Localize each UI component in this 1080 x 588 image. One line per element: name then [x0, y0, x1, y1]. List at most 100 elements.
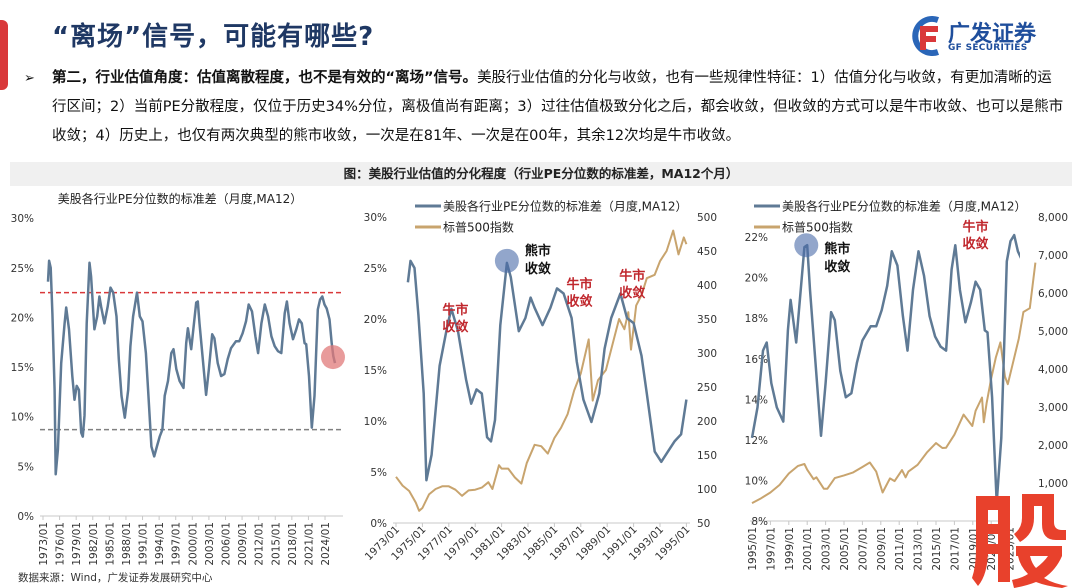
x-tick-label: 1973/01: [38, 522, 50, 566]
y2-tick-label: 350: [697, 314, 717, 326]
y-tick-label: 10%: [364, 416, 387, 428]
x-tick-label: 2009/01: [876, 527, 888, 571]
x-tick-label: 2007/01: [857, 527, 869, 571]
y2-tick-label: 250: [697, 382, 717, 394]
x-tick-label: 2003/01: [821, 527, 833, 571]
bull-label: 牛市: [566, 276, 592, 292]
y2-tick-label: 100: [697, 484, 717, 496]
y-tick-label: 8%: [751, 516, 768, 528]
bull-label: 牛市: [963, 219, 989, 235]
y-tick-label: 30%: [364, 212, 387, 224]
x-tick-label: 2001/01: [802, 527, 814, 571]
y-tick-label: 12%: [745, 435, 768, 447]
legend-label: 美股各行业PE分位数的标准差（月度,MA12）: [782, 199, 1026, 214]
x-tick-label: 1997/01: [765, 527, 777, 571]
chart-2: 1973/011975/011977/011979/011981/011983/…: [363, 199, 717, 563]
x-tick-label: 2003/01: [204, 522, 216, 566]
slide-edge-tab: [0, 20, 8, 90]
x-tick-label: 1999/01: [784, 527, 796, 571]
logo-text-en: GF SECURITIES: [948, 43, 1028, 53]
bull-label: 收敛: [566, 293, 592, 309]
bear-label: 熊市: [525, 243, 551, 259]
page-title: “离场”信号，可能有哪些?: [52, 22, 375, 52]
y-tick-label: 20%: [11, 312, 34, 324]
pe-dispersion-line: [46, 259, 337, 476]
pe-dispersion-line: [406, 259, 688, 482]
legend-label: 标普500指数: [443, 220, 514, 235]
spx-series-line: [395, 229, 688, 512]
x-tick-label: 1994/01: [154, 522, 166, 566]
x-tick-label: 1995/01: [747, 527, 759, 571]
watermark-logo: [972, 494, 1068, 588]
bullet-arrow-icon: ➢: [24, 71, 35, 86]
bear-convergence-marker: [494, 248, 519, 273]
x-tick-label: 2000/01: [187, 522, 199, 566]
x-tick-label: 1997/01: [171, 522, 183, 566]
bull-label: 收敛: [619, 285, 645, 301]
spx-series-line: [751, 262, 1037, 504]
y2-tick-label: 3,000: [1038, 402, 1068, 414]
y-tick-label: 0%: [17, 511, 34, 523]
gf-securities-logo: 广发证券 GF SECURITIES: [908, 16, 1048, 56]
y-tick-label: 5%: [17, 461, 34, 473]
y-tick-label: 14%: [745, 394, 768, 406]
y-tick-label: 30%: [11, 213, 34, 225]
y2-tick-label: 200: [697, 416, 717, 428]
y2-tick-label: 6,000: [1038, 288, 1068, 300]
y2-tick-label: 2,000: [1038, 440, 1068, 452]
x-tick-label: 1985/01: [104, 522, 116, 566]
y2-tick-label: 50: [697, 518, 710, 530]
y2-tick-label: 450: [697, 246, 717, 258]
y2-tick-label: 300: [697, 348, 717, 360]
y2-tick-label: 7,000: [1038, 250, 1068, 262]
y-tick-label: 15%: [364, 365, 387, 377]
y-tick-label: 5%: [370, 467, 387, 479]
y-tick-label: 20%: [745, 273, 768, 285]
y2-tick-label: 8,000: [1038, 212, 1068, 224]
bull-label: 收敛: [442, 319, 468, 335]
x-tick-label: 1979/01: [71, 522, 83, 566]
data-source: 数据来源：Wind，广发证券发展研究中心: [18, 572, 213, 584]
y2-tick-label: 150: [697, 450, 717, 462]
y2-tick-label: 5,000: [1038, 326, 1068, 338]
x-tick-label: 1976/01: [55, 522, 67, 566]
x-tick-label: 2013/01: [913, 527, 925, 571]
x-tick-label: 2015/01: [931, 527, 943, 571]
x-tick-label: 2015/01: [270, 522, 282, 566]
gf-logo-icon: [912, 16, 940, 56]
bear-label: 收敛: [824, 259, 850, 275]
y-tick-label: 10%: [11, 412, 34, 424]
y-tick-label: 15%: [11, 362, 34, 374]
bull-label: 牛市: [442, 302, 468, 318]
body-sentence: 美股行业估值的分化与收敛，也有一些规律性特征：1）估值分化与收敛，有更加清晰的运…: [52, 70, 1064, 144]
y2-tick-label: 400: [697, 280, 717, 292]
chart-title: 美股各行业PE分位数的标准差（月度,MA12）: [58, 191, 302, 206]
y2-tick-label: 500: [697, 212, 717, 224]
bull-label: 收敛: [963, 236, 989, 252]
y-tick-label: 16%: [745, 354, 768, 366]
x-tick-label: 2006/01: [220, 522, 232, 566]
y2-tick-label: 4,000: [1038, 364, 1068, 376]
x-tick-label: 1982/01: [88, 522, 100, 566]
bear-convergence-marker: [794, 233, 819, 258]
figure-caption: 图：美股行业估值的分化程度（行业PE分位数的标准差，MA12个月）: [10, 162, 1072, 186]
summary-paragraph: ➢ 第二，行业估值角度：估值离散程度，也不是有效的“离场”信号。美股行业估值的分…: [24, 64, 1064, 151]
x-tick-label: 2005/01: [839, 527, 851, 571]
y-tick-label: 18%: [745, 313, 768, 325]
pe-dispersion-line: [750, 233, 1020, 504]
y-tick-label: 25%: [364, 263, 387, 275]
x-tick-label: 1988/01: [121, 522, 133, 566]
x-tick-label: 2017/01: [949, 527, 961, 571]
y-tick-label: 0%: [370, 518, 387, 530]
bear-label: 熊市: [824, 241, 850, 257]
x-tick-label: 1991/01: [138, 522, 150, 566]
legend-label: 标普500指数: [782, 220, 853, 235]
y2-tick-label: 1,000: [1038, 478, 1068, 490]
legend-label: 美股各行业PE分位数的标准差（月度,MA12）: [443, 199, 687, 214]
y-tick-label: 10%: [745, 475, 768, 487]
y-tick-label: 22%: [745, 232, 768, 244]
x-tick-label: 2012/01: [254, 522, 266, 566]
x-tick-label: 2018/01: [287, 522, 299, 566]
current-value-marker: [320, 345, 345, 370]
